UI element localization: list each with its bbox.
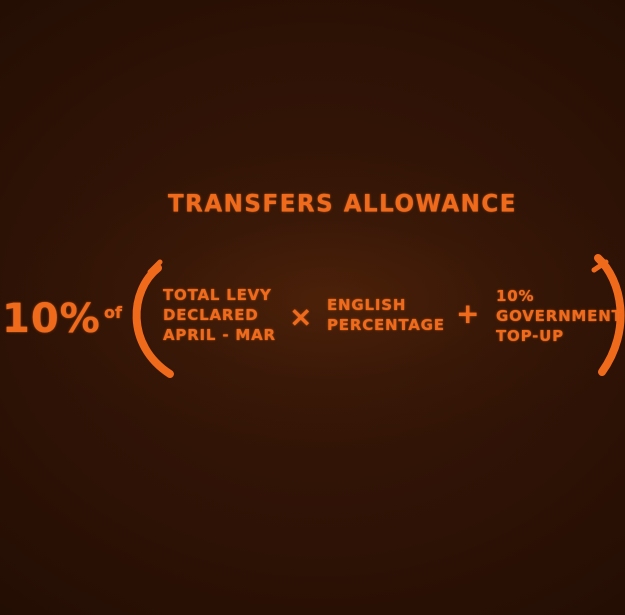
- topup-line: GOVERNMENT: [496, 307, 623, 325]
- levy-line: APRIL - MAR: [163, 326, 276, 344]
- government-topup-term: 10% GOVERNMENT TOP-UP: [496, 286, 623, 346]
- of-word: of: [104, 303, 122, 322]
- topup-line: 10%: [496, 287, 535, 305]
- left-bracket: [132, 264, 174, 378]
- right-bracket: [594, 254, 625, 376]
- english-line: PERCENTAGE: [327, 316, 445, 334]
- topup-line: TOP-UP: [496, 327, 564, 345]
- levy-line: TOTAL LEVY: [163, 286, 272, 304]
- title: TRANSFERS ALLOWANCE: [167, 190, 518, 218]
- plus-symbol: +: [456, 297, 480, 330]
- percent-value: 10%: [2, 296, 101, 342]
- multiply-symbol: ×: [289, 300, 313, 333]
- levy-line: DECLARED: [163, 306, 259, 324]
- english-percentage-term: ENGLISH PERCENTAGE: [327, 295, 445, 335]
- left-bracket-tick: [147, 259, 163, 275]
- right-bracket-tick: [591, 259, 609, 273]
- total-levy-term: TOTAL LEVY DECLARED APRIL - MAR: [163, 285, 276, 345]
- english-line: ENGLISH: [327, 296, 407, 314]
